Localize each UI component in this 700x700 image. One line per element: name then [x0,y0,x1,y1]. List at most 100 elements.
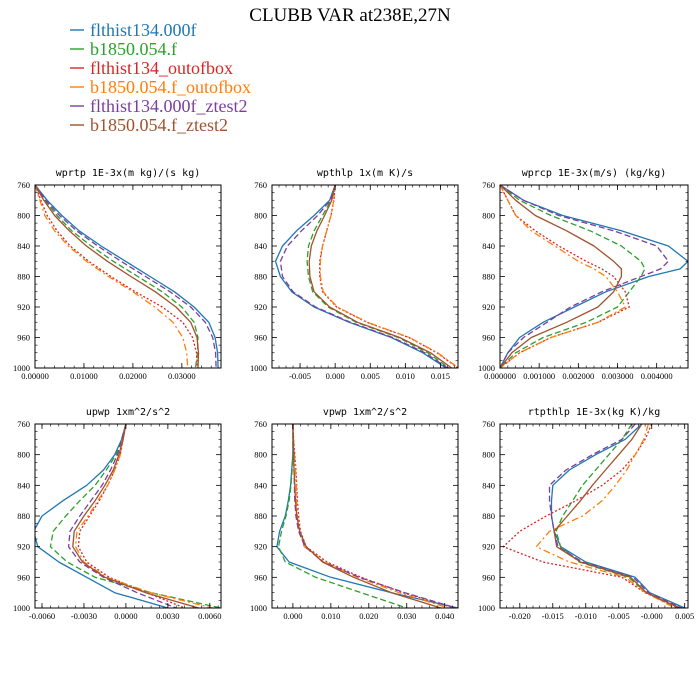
x-tick-label: 0.003000 [602,371,634,381]
series-line [319,185,458,368]
legend-entry: b1850.054.f_ztest2 [90,115,228,135]
y-tick-label: 880 [254,272,267,282]
x-tick-label: 0.005 [675,611,694,621]
series-line [277,424,408,608]
series-line [500,185,670,368]
y-tick-label: 800 [482,211,495,221]
y-tick-label: 800 [254,211,267,221]
series-line [502,424,679,608]
x-tick-label: 0.001000 [523,371,555,381]
x-tick-label: 0.03000 [168,371,196,381]
x-tick-label: 0.040 [435,611,454,621]
y-tick-label: 880 [482,511,495,521]
y-tick-label: 1000 [478,363,495,373]
x-tick-label: -0.0060 [29,611,55,621]
y-tick-label: 880 [17,272,30,282]
chart-panel: vpwp 1xm^2/s^2 760 800 840 880 920 960 1000 0.00… [250,407,459,621]
chart-panel: wpthlp 1x(m K)/s 760 800 840 880 920 960 1000 -0… [250,168,459,381]
panel-title: wprcp 1E-3x(m/s) (kg/kg) [522,168,667,179]
y-tick-label: 960 [482,572,495,582]
series-line [500,185,646,368]
y-tick-label: 960 [482,333,495,343]
y-tick-label: 920 [254,542,267,552]
panel-title: rtpthlp 1E-3x(kg K)/kg [528,407,660,418]
plot-frame [499,423,689,609]
x-tick-label: 0.000 [283,611,302,621]
figure-title: CLUBB VAR at238E,27N [249,5,451,26]
series-line [35,185,219,368]
x-tick-label: 0.015 [431,371,450,381]
y-tick-label: 880 [482,272,495,282]
series-line [308,185,453,368]
series-line [535,424,676,608]
y-tick-label: 920 [482,542,495,552]
y-tick-label: 840 [254,241,267,251]
x-tick-label: 0.004000 [641,371,673,381]
x-tick-label: -0.020 [509,611,531,621]
y-tick-label: 760 [254,419,267,429]
y-tick-label: 840 [17,480,30,490]
x-tick-label: 0.0030 [156,611,179,621]
series-line [550,424,685,608]
chart-panel: wprcp 1E-3x(m/s) (kg/kg) 760 800 840 880 920 9… [478,168,689,381]
series-line [77,424,185,608]
x-tick-label: -0.015 [542,611,564,621]
y-tick-label: 760 [254,180,267,190]
series-line [72,424,199,608]
series-line [49,424,221,608]
y-tick-label: 760 [482,419,495,429]
series-line [35,185,199,368]
y-tick-label: 840 [482,480,495,490]
y-tick-label: 1000 [250,363,267,373]
series-line [292,424,457,608]
plot-frame [271,423,459,609]
x-tick-label: -0.010 [575,611,597,621]
y-tick-label: 800 [17,450,30,460]
series-line [306,185,450,368]
legend-entry: b1850.054.f_outofbox [90,77,251,97]
series-line [500,185,626,368]
y-tick-label: 1000 [478,603,495,613]
panel-title: wprtp 1E-3x(m kg)/(s kg) [56,168,201,179]
plot-frame [271,184,459,369]
legend-entry: flthist134.000f_ztest2 [90,96,247,116]
x-tick-label: 0.000 [326,371,345,381]
y-tick-label: 920 [17,542,30,552]
series-line [274,185,447,368]
y-tick-label: 920 [482,302,495,312]
chart-panel: wprtp 1E-3x(m kg)/(s kg) 760 800 840 880 920 9… [13,168,222,381]
x-tick-label: 0.00000 [21,371,49,381]
y-tick-label: 880 [17,511,30,521]
series-line [553,424,680,608]
x-tick-label: 0.0060 [198,611,221,621]
series-line [292,424,442,608]
x-tick-label: 0.010 [396,371,415,381]
series-line [555,424,679,608]
legend-entry: flthist134.000f [90,20,197,40]
x-tick-label: 0.020 [359,611,378,621]
y-tick-label: 1000 [13,603,30,613]
y-tick-label: 920 [17,302,30,312]
x-tick-label: 0.02000 [119,371,147,381]
series-line [548,424,682,608]
x-tick-label: 0.01000 [70,371,98,381]
y-tick-label: 800 [17,211,30,221]
x-tick-label: 0.005 [361,371,380,381]
x-tick-label: 0.000000 [484,371,516,381]
series-line [35,185,189,368]
y-tick-label: 840 [482,241,495,251]
x-tick-label: 0.0000 [114,611,137,621]
y-tick-label: 960 [254,333,267,343]
y-tick-label: 760 [17,419,30,429]
x-tick-label: 0.030 [397,611,416,621]
y-tick-label: 960 [254,572,267,582]
y-tick-label: 920 [254,302,267,312]
series-line [67,424,177,608]
series-line [35,185,217,368]
x-tick-label: -0.0030 [71,611,97,621]
series-line [74,424,213,608]
plot-frame [34,423,222,609]
legend: flthist134.000fb1850.054.fflthist134_out… [70,20,251,135]
series-line [35,424,169,608]
